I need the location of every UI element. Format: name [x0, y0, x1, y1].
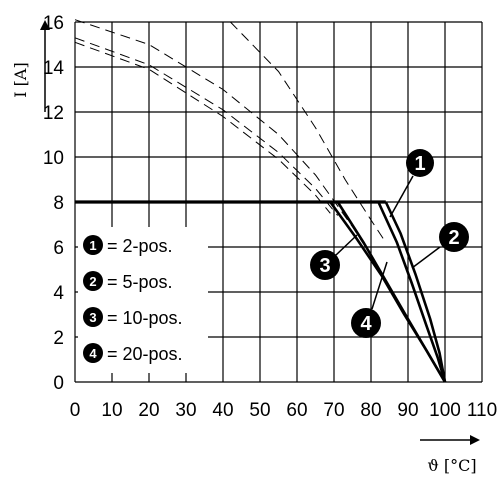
curve-3-dashed: [74, 37, 339, 216]
legend-entry: = 20-pos.: [107, 344, 183, 364]
y-axis-arrowhead: [40, 20, 50, 30]
y-axis-label: I [A]: [11, 62, 30, 97]
chart-axes: [40, 20, 480, 445]
y-tick-label: 0: [53, 373, 64, 394]
callout-leader-3: [335, 234, 358, 256]
y-tick-label: 4: [53, 283, 64, 304]
legend-marker-label: 3: [89, 310, 96, 325]
x-tick-label: 20: [138, 400, 159, 421]
chart-axis-labels: I [A] ϑ [°C]: [11, 62, 477, 475]
callout-leader-2: [411, 246, 441, 269]
y-tick-label: 14: [43, 58, 65, 79]
callout-badge-3: [310, 250, 340, 280]
y-tick-label: 12: [43, 103, 64, 124]
x-tick-label: 40: [212, 400, 233, 421]
x-tick-label: 30: [175, 400, 196, 421]
callout-leader-1: [389, 175, 414, 218]
chart-curves: [74, 19, 447, 383]
x-tick-label: 60: [286, 400, 307, 421]
curve-1-solid: [384, 201, 447, 383]
x-tick-label: 0: [70, 400, 81, 421]
y-tick-label: 6: [53, 238, 64, 259]
legend-marker-label: 2: [89, 274, 96, 289]
callout-badge-4: [351, 308, 381, 338]
chart-callouts: 1 2 3 4: [310, 149, 469, 338]
x-tick-label: 10: [101, 400, 122, 421]
x-tick-label: 80: [360, 400, 381, 421]
callout-label: 1: [414, 153, 425, 175]
legend-marker-4: [83, 343, 103, 363]
callout-label: 2: [448, 227, 459, 249]
x-tick-label: 70: [323, 400, 344, 421]
legend-marker-1: [83, 235, 103, 255]
legend-marker-label: 1: [89, 238, 96, 253]
callout-label: 4: [360, 313, 372, 335]
callout-label: 3: [319, 255, 330, 277]
x-axis-arrowhead: [470, 435, 480, 445]
curve-4-dashed: [74, 41, 331, 214]
chart-legend: 1 = 2-pos. 2 = 5-pos. 3 = 10-pos. 4 = 20-pos.: [78, 227, 208, 373]
legend-entry: = 2-pos.: [107, 236, 173, 256]
callout-badge-1: [406, 149, 434, 177]
legend-marker-label: 4: [89, 346, 97, 361]
legend-marker-3: [83, 307, 103, 327]
x-tick-label: 110: [467, 400, 497, 421]
curve-2-solid: [377, 201, 447, 383]
curve-4-solid: [329, 201, 447, 383]
x-tick-label: 100: [429, 400, 461, 421]
legend-entry: = 5-pos.: [107, 272, 173, 292]
legend-entry: = 10-pos.: [107, 308, 183, 328]
y-tick-label: 2: [53, 328, 64, 349]
y-tick-label: 10: [43, 148, 64, 169]
y-tick-label: 16: [43, 13, 64, 34]
x-tick-label: 50: [249, 400, 270, 421]
callout-badge-2: [439, 222, 469, 252]
legend-marker-2: [83, 271, 103, 291]
x-axis-label: ϑ [°C]: [427, 456, 476, 475]
y-tick-label: 8: [53, 193, 64, 214]
curve-1-dashed: [230, 21, 387, 243]
x-tick-label: 90: [397, 400, 418, 421]
callout-leader-4: [371, 261, 388, 310]
